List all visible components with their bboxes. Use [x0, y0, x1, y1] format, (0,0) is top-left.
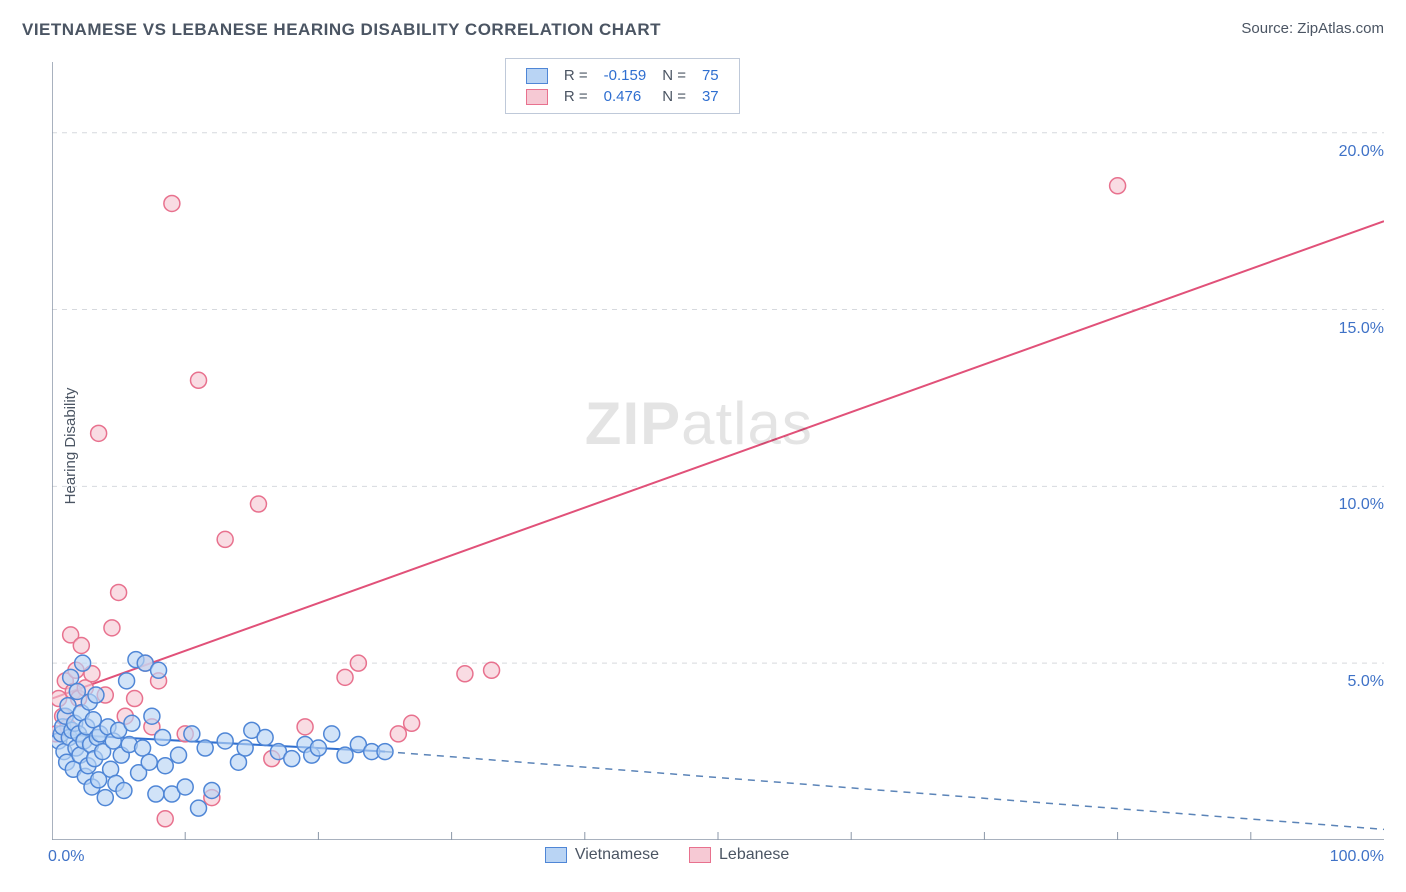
y-tick-label: 20.0%: [1339, 143, 1384, 161]
x-tick-max: 100.0%: [1330, 848, 1384, 866]
source-attribution: Source: ZipAtlas.com: [1241, 20, 1384, 37]
x-tick-min: 0.0%: [48, 848, 84, 866]
swatch-lebanese: [526, 89, 548, 105]
y-tick-label: 15.0%: [1339, 320, 1384, 338]
series-legend: Vietnamese Lebanese: [545, 846, 790, 864]
y-tick-label: 10.0%: [1339, 496, 1384, 514]
n-label: N =: [654, 86, 694, 107]
chart-container: VIETNAMESE VS LEBANESE HEARING DISABILIT…: [0, 0, 1406, 892]
n-value-vietnamese: 75: [694, 65, 727, 86]
source-link[interactable]: ZipAtlas.com: [1297, 20, 1384, 37]
source-prefix: Source:: [1241, 20, 1297, 37]
scatter-plot: [52, 62, 1384, 840]
legend-row-vietnamese: R = -0.159 N = 75: [518, 65, 727, 86]
swatch-vietnamese: [526, 68, 548, 84]
r-value-vietnamese: -0.159: [596, 65, 655, 86]
y-tick-label: 5.0%: [1348, 673, 1384, 691]
legend-label-lebanese: Lebanese: [719, 846, 789, 864]
legend-item-lebanese: Lebanese: [689, 846, 789, 864]
r-value-lebanese: 0.476: [596, 86, 655, 107]
legend-item-vietnamese: Vietnamese: [545, 846, 659, 864]
swatch-lebanese: [689, 847, 711, 863]
correlation-legend: R = -0.159 N = 75 R = 0.476 N = 37: [505, 58, 740, 114]
n-value-lebanese: 37: [694, 86, 727, 107]
r-label: R =: [556, 65, 596, 86]
n-label: N =: [654, 65, 694, 86]
r-label: R =: [556, 86, 596, 107]
legend-label-vietnamese: Vietnamese: [575, 846, 659, 864]
legend-row-lebanese: R = 0.476 N = 37: [518, 86, 727, 107]
swatch-vietnamese: [545, 847, 567, 863]
chart-title: VIETNAMESE VS LEBANESE HEARING DISABILIT…: [22, 20, 661, 40]
